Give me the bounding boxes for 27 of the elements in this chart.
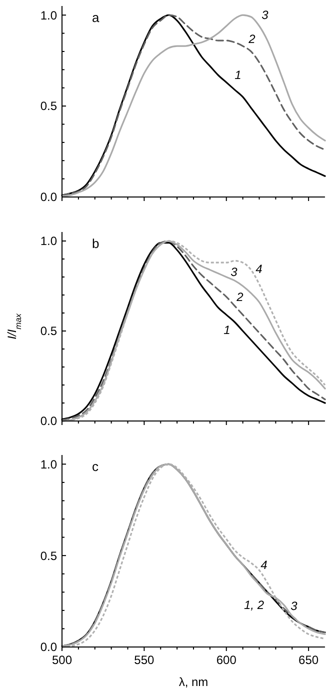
annotation: 1 (234, 68, 242, 82)
chart-title: c (92, 459, 99, 474)
y-tick-label: 1.0 (40, 457, 58, 472)
y-tick-label: 0.5 (40, 324, 58, 338)
annotation: 1, 2 (244, 598, 264, 612)
x-tick-label: 600 (216, 653, 237, 667)
x-axis-title: λ, nm (178, 675, 208, 689)
annotation: 2 (236, 290, 244, 304)
y-tick-label: 0.0 (40, 640, 58, 654)
y-tick-label: 1.0 (40, 234, 58, 248)
annotation: 1 (224, 323, 230, 338)
x-tick-label: 650 (298, 653, 319, 667)
annotation: 3 (290, 599, 298, 614)
x-tick-label: 500 (52, 653, 72, 667)
annotation: 2 (248, 32, 256, 46)
annotation: 4 (260, 558, 268, 572)
y-tick-label: 1.0 (40, 8, 58, 22)
chart-title: b (92, 236, 100, 251)
chart-title: a (92, 10, 100, 25)
y-tick-label: 0.0 (40, 414, 58, 428)
y-tick-label: 0.5 (40, 548, 58, 563)
annotation: 3 (230, 265, 238, 280)
y-tick-label: 0.5 (40, 99, 58, 114)
annotation: 3 (262, 8, 269, 22)
y-tick-label: 0.0 (40, 190, 58, 204)
x-tick-label: 550 (134, 653, 155, 667)
annotation: 4 (256, 262, 263, 276)
